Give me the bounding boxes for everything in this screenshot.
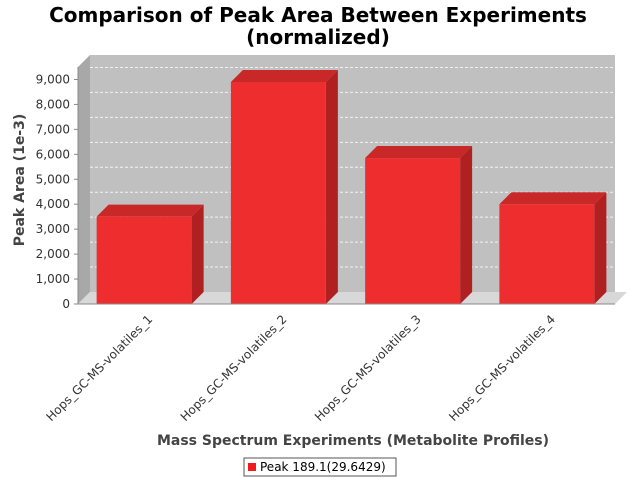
bar-group [499, 192, 607, 304]
x-tick-label: Hops_GC-MS-volatiles_1 [44, 312, 156, 424]
bar-top [365, 146, 473, 159]
y-tick-label: 8,000 [36, 97, 70, 111]
bar-side [325, 69, 338, 305]
y-tick-label: 2,000 [36, 247, 70, 261]
x-tick-label: Hops_GC-MS-volatiles_3 [312, 312, 424, 424]
y-tick-label: 1,000 [36, 272, 70, 286]
bar-top [96, 204, 204, 217]
x-tick-label: Hops_GC-MS-volatiles_4 [446, 312, 558, 424]
bar [365, 158, 461, 304]
chart-title-line-2: (normalized) [246, 25, 390, 49]
bars [96, 69, 607, 305]
bar-group [96, 204, 204, 304]
bar-side [191, 204, 204, 304]
x-axis-label: Mass Spectrum Experiments (Metabolite Pr… [157, 433, 549, 449]
y-tick-label: 5,000 [36, 172, 70, 186]
legend-label: Peak 189.1(29.6429) [260, 460, 386, 474]
y-tick-labels: 0 1,000 2,000 3,000 4,000 5,000 6,000 7,000 8,00… [36, 72, 78, 311]
x-tick-label: Hops_GC-MS-volatiles_2 [178, 312, 290, 424]
y-tick-label: 6,000 [36, 147, 70, 161]
bar-group [230, 69, 338, 305]
bar [499, 204, 595, 304]
y-tick-label: 4,000 [36, 197, 70, 211]
y-axis-label: Peak Area (1e-3) [12, 114, 28, 247]
bar-side [594, 192, 607, 304]
y-tick-label: 0 [62, 297, 70, 311]
legend-box [243, 457, 397, 477]
bar [230, 81, 326, 305]
plot-side-wall [78, 55, 90, 304]
plot-floor [78, 292, 627, 304]
legend-swatch [248, 463, 256, 471]
legend: Peak 189.1(29.6429) [243, 457, 397, 477]
bar-top [499, 192, 607, 205]
bar-group [365, 146, 473, 304]
axes [77, 67, 615, 305]
bar [96, 216, 192, 304]
y-tick-label: 7,000 [36, 122, 70, 136]
bar-top [230, 69, 338, 82]
y-tick-label: 9,000 [36, 72, 70, 86]
y-tick-label: 3,000 [36, 222, 70, 236]
x-tick-labels: Hops_GC-MS-volatiles_1 Hops_GC-MS-volatil… [44, 312, 558, 424]
chart-title-line-1: Comparison of Peak Area Between Experime… [49, 3, 587, 27]
bar-side [460, 146, 473, 304]
